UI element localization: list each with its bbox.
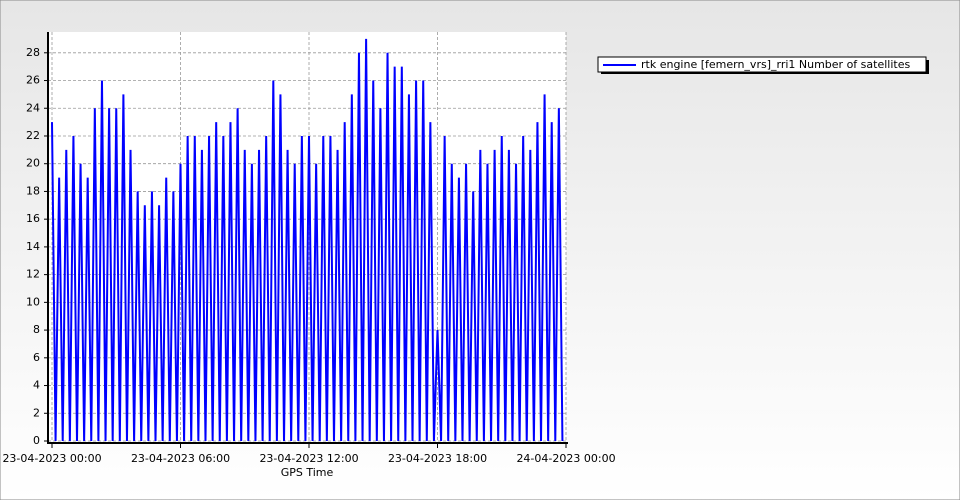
y-tick-label: 20 xyxy=(26,157,40,170)
y-tick-label: 28 xyxy=(26,46,40,59)
y-tick-label: 0 xyxy=(33,434,40,447)
x-tick-label: 23-04-2023 18:00 xyxy=(388,452,487,465)
legend-label: rtk engine [femern_vrs]_rri1 Number of s… xyxy=(641,58,910,71)
y-tick-label: 4 xyxy=(33,379,40,392)
y-tick-label: 22 xyxy=(26,129,40,142)
y-tick-label: 8 xyxy=(33,323,40,336)
y-tick-label: 6 xyxy=(33,351,40,364)
x-axis-label: GPS Time xyxy=(281,466,334,479)
y-tick-label: 24 xyxy=(26,101,40,114)
legend: rtk engine [femern_vrs]_rri1 Number of s… xyxy=(597,56,929,74)
x-tick-label: 23-04-2023 06:00 xyxy=(131,452,230,465)
x-tick-label: 23-04-2023 00:00 xyxy=(2,452,101,465)
y-tick-label: 12 xyxy=(26,268,40,281)
y-tick-label: 16 xyxy=(26,212,40,225)
y-tick-label: 26 xyxy=(26,74,40,87)
data-line xyxy=(51,38,564,442)
x-tick-label: 24-04-2023 00:00 xyxy=(516,452,615,465)
legend-box xyxy=(597,56,927,73)
y-tick-label: 14 xyxy=(26,240,40,253)
y-tick-label: 2 xyxy=(33,406,40,419)
x-tick-label: 23-04-2023 12:00 xyxy=(259,452,358,465)
y-tick-label: 18 xyxy=(26,184,40,197)
y-tick-label: 10 xyxy=(26,295,40,308)
